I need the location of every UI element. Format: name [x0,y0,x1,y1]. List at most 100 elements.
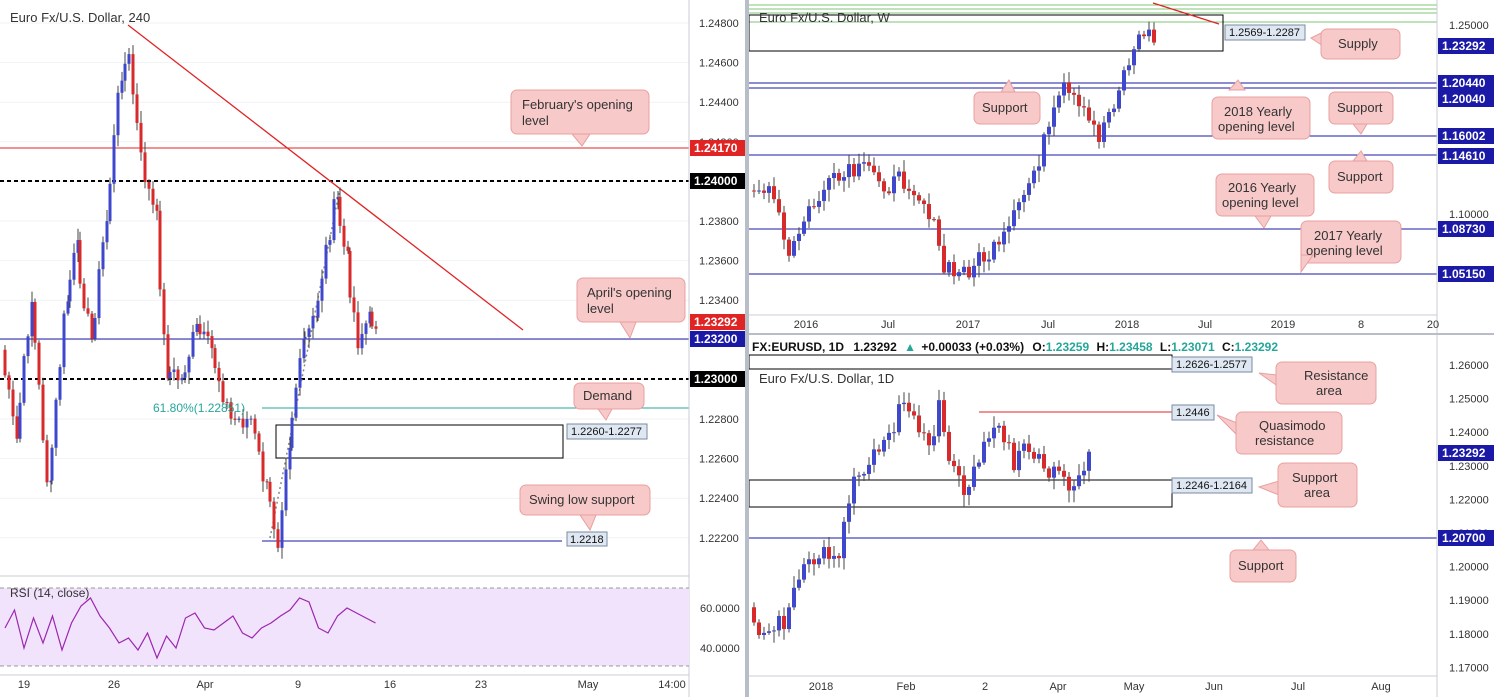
price-label: 1.23000 [694,372,738,386]
feb-open-callout[interactable]: February's opening level [510,89,650,147]
candle-body [812,206,816,208]
candle-body [847,503,851,522]
daily-time-axis[interactable]: 2018 Feb 2 Apr May Jun Jul Aug [809,681,1391,693]
svg-text:Support: Support [982,100,1028,115]
candle-body [155,204,159,211]
price-tick: 1.22800 [699,414,739,426]
april-open-callout[interactable]: April's opening level [576,277,686,340]
rsi-tick-60: 60.0000 [700,603,740,615]
weekly-title: Euro Fx/U.S. Dollar, W [759,10,890,25]
weekly-price-labels: 1.23292 1.20440 1.20040 1.16002 1.14610 1.087… [1438,38,1494,282]
support-callout-weekly-3[interactable]: Support [1328,150,1394,194]
candle-body [1057,466,1061,471]
candle-body [342,225,346,247]
support-area-callout[interactable]: Support area [1257,462,1358,508]
candle-body [143,152,147,183]
supply-callout[interactable]: Supply [1310,28,1401,60]
time-tick: 2019 [1271,319,1295,331]
resistance-zone [749,354,1173,370]
price-label-bg [1438,530,1494,546]
h4-price-axis[interactable]: 1.248001.246001.244001.242001.240001.238… [699,18,739,545]
candle-body [877,172,881,182]
price-label: 1.24000 [694,174,738,188]
candle-body [1027,183,1031,195]
candle-body [213,348,217,368]
daily-price-axis[interactable]: 1.260001.250001.240001.230001.220001.210… [1449,360,1489,674]
support-callout-daily[interactable]: Support [1229,539,1297,583]
candle-body [782,615,786,630]
yearly-2016-callout[interactable]: 2016 Yearly opening level [1215,173,1315,229]
weekly-price-axis[interactable]: 1.25000 1.10000 [1449,20,1489,221]
daily-chart[interactable]: FX:EURUSD, 1D 1.23292 ▲ +0.00033 (+0.03%… [749,335,1494,697]
candle-body [1007,226,1011,232]
price-label-bg [690,314,745,330]
candle-body [72,252,76,280]
time-tick: Apr [1049,681,1066,693]
yearly-2017-callout[interactable]: 2017 Yearly opening level [1300,220,1402,274]
candle-body [338,196,342,226]
candle-body [364,323,368,334]
price-tick: 1.22600 [699,454,739,466]
candle-body [952,262,956,277]
candle-body [917,415,921,433]
yearly-2018-text-1: 2018 Yearly [1224,104,1292,119]
candle-body [93,318,97,339]
candle-body [977,252,981,266]
candle-body [1022,194,1026,203]
weekly-time-axis[interactable]: 2016 Jul 2017 Jul 2018 Jul 2019 8 20 [794,319,1439,331]
swing-low-callout[interactable]: Swing low support [519,484,651,532]
candle-body [348,250,352,298]
h4-time-axis[interactable]: 19 26 Apr 9 16 23 May 14:00 [18,679,686,691]
candle-body [1082,106,1086,108]
candle-body [1082,470,1086,476]
price-label-bg [690,331,745,347]
yearly-2018-callout[interactable]: 2018 Yearly opening level [1211,79,1311,140]
candle-body [62,313,66,368]
candle-body [912,190,916,196]
candle-body [26,336,30,357]
time-tick: Jul [1291,681,1305,693]
candle-body [198,323,202,335]
time-tick: 2017 [956,319,980,331]
resistance-area-callout[interactable]: Resistance area [1258,361,1377,405]
candle-body [837,173,841,181]
panel-divider-vertical[interactable] [745,0,749,697]
qm-resistance-callout[interactable]: Quasimodo resistance [1216,411,1343,455]
candle-body [807,559,811,565]
weekly-chart[interactable]: Euro Fx/U.S. Dollar, W 1.2569-1.2287 Sup… [749,0,1494,335]
support-callout-weekly-1[interactable]: Support [973,79,1041,125]
daily-price-labels: 1.23292 1.20700 [1438,445,1494,546]
candle-body [147,182,151,189]
candle-body [857,475,861,477]
time-tick: 14:00 [658,679,686,691]
candle-body [762,632,766,635]
price-tick: 1.24000 [1449,427,1489,439]
h4-chart-panel[interactable]: Euro Fx/U.S. Dollar, 240 February's open… [0,0,745,697]
candle-body [787,239,791,256]
demand-zone-tag: 1.2260-1.2277 [566,423,648,440]
candle-body [1047,468,1051,478]
candle-body [105,221,109,243]
candle-body [1022,443,1026,451]
panel-divider-horizontal[interactable] [749,333,1494,335]
candle-body [967,486,971,495]
candle-body [962,266,966,273]
yearly-2016-text-2: opening level [1222,195,1299,210]
price-label-bg [690,371,745,387]
daily-chart-panel[interactable]: FX:EURUSD, 1D 1.23292 ▲ +0.00033 (+0.03%… [749,335,1494,697]
price-label-bg [1438,445,1494,461]
candle-body [97,269,101,319]
candle-body [206,331,210,337]
price-label: 1.23292 [694,315,738,329]
price-tick: 1.10000 [1449,209,1489,221]
candle-body [45,440,49,483]
support-callout-weekly-2[interactable]: Support [1328,91,1394,135]
h4-chart[interactable]: Euro Fx/U.S. Dollar, 240 February's open… [0,0,745,697]
candle-body [927,204,931,220]
candle-body [90,313,94,339]
weekly-chart-panel[interactable]: Euro Fx/U.S. Dollar, W 1.2569-1.2287 Sup… [749,0,1494,335]
candle-body [872,165,876,173]
price-label-bg [1438,91,1494,107]
demand-callout[interactable]: Demand [573,382,645,421]
h4-title: Euro Fx/U.S. Dollar, 240 [10,10,150,25]
